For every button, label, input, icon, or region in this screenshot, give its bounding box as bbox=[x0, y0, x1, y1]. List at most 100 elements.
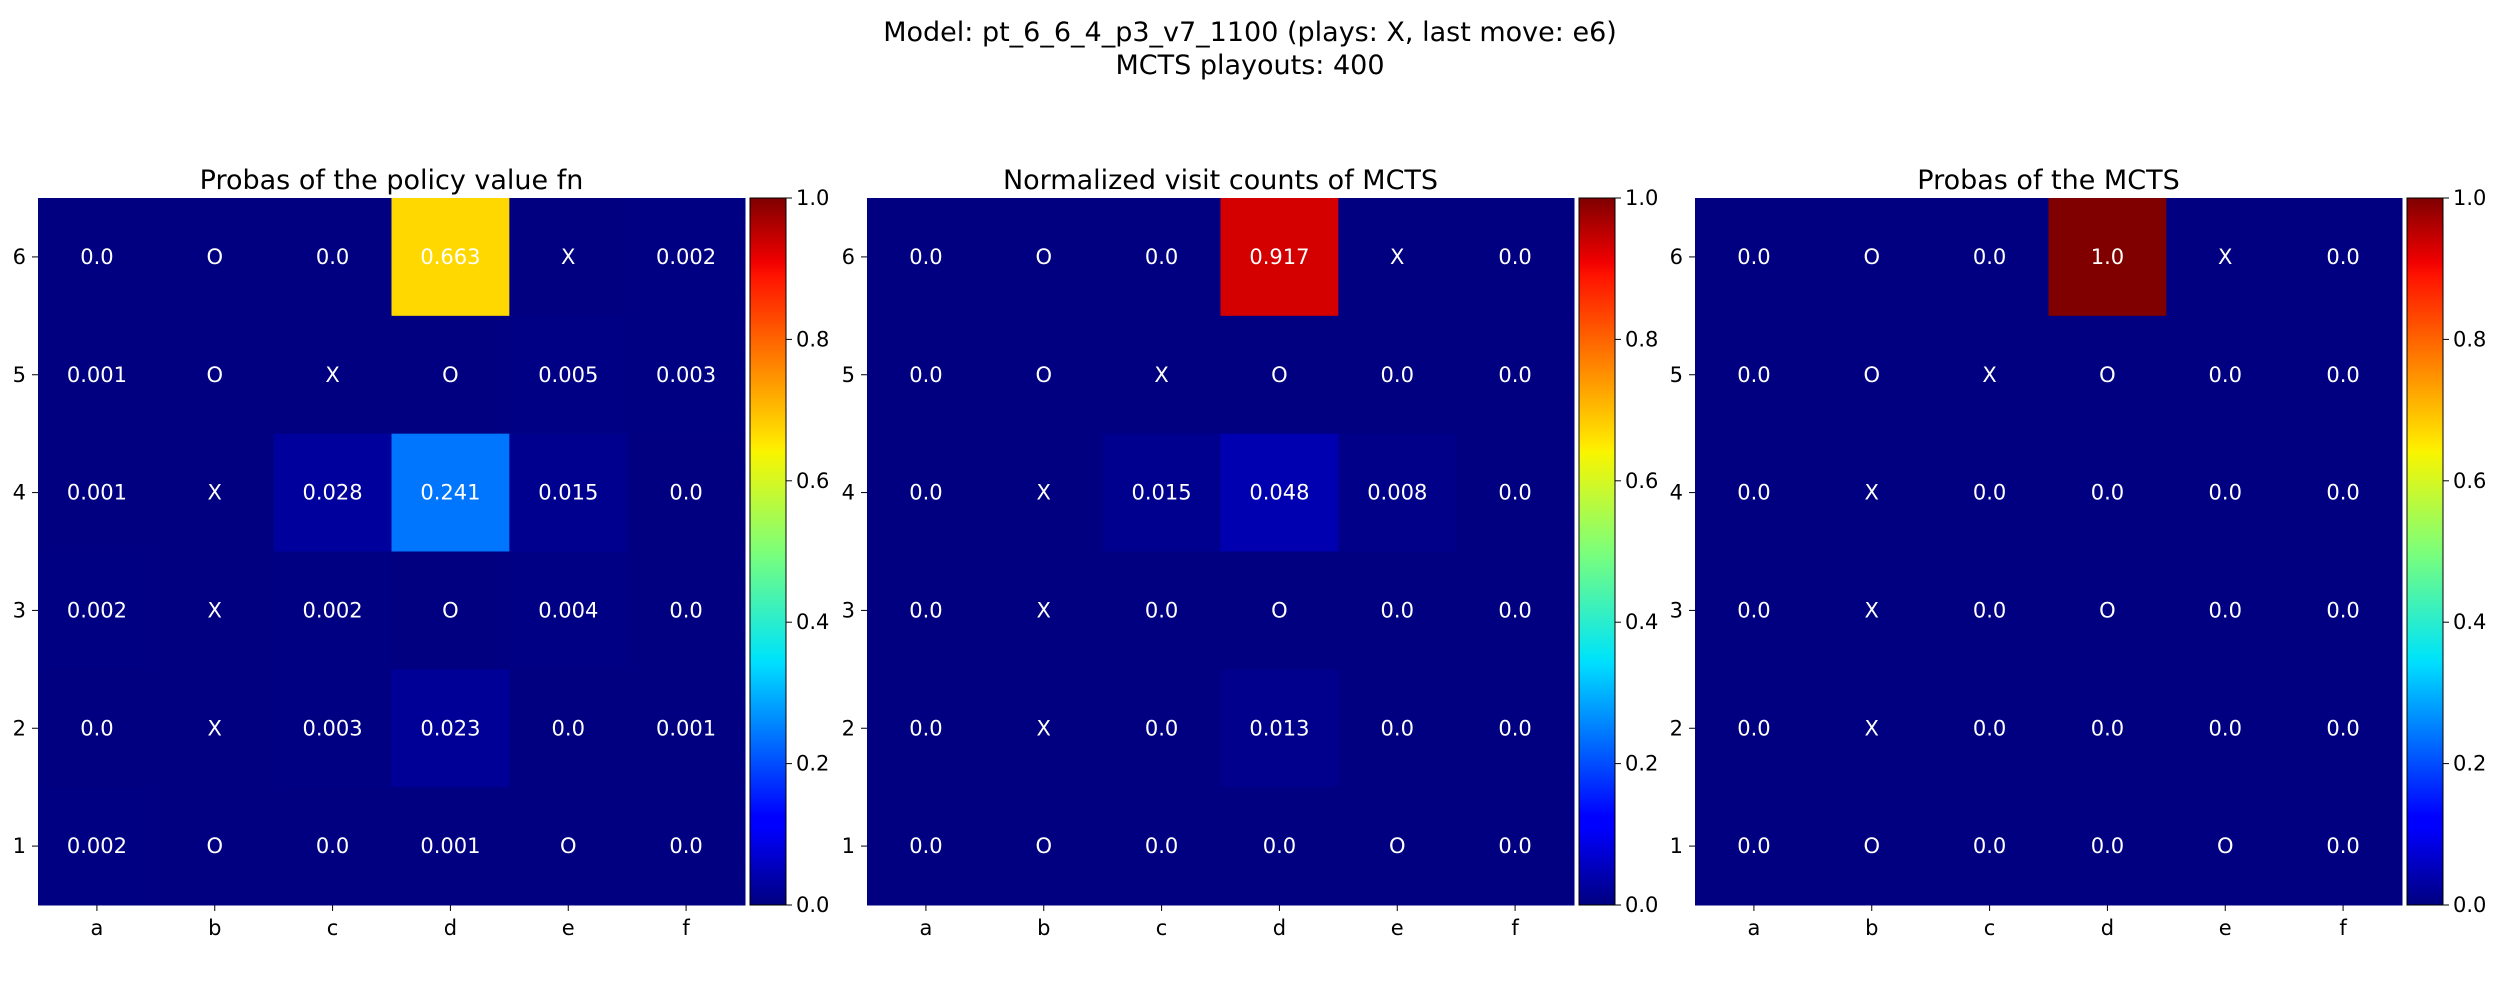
cell-value-label: X bbox=[1865, 598, 1879, 622]
cell-value-label: X bbox=[561, 245, 575, 269]
heatmap-cell bbox=[1812, 198, 1932, 317]
heatmap-cell bbox=[155, 198, 275, 317]
cell-value-label: 0.0 bbox=[1145, 716, 1178, 740]
heatmap-cell bbox=[867, 669, 986, 788]
heatmap-cell bbox=[2284, 315, 2403, 435]
cell-value-label: 0.0 bbox=[1381, 363, 1414, 387]
cell-value-label: O bbox=[206, 245, 223, 269]
x-tick-label: e bbox=[2219, 916, 2232, 940]
colorbar-tick-label: 0.4 bbox=[2453, 610, 2486, 634]
heatmap-cell bbox=[2048, 315, 2167, 435]
heatmap-cell bbox=[509, 787, 628, 906]
cell-value-label: X bbox=[208, 716, 222, 740]
heatmap-cell bbox=[391, 315, 510, 435]
heatmap-cell bbox=[1812, 433, 1932, 552]
heatmap-cell bbox=[38, 433, 157, 552]
heatmap-cell bbox=[38, 198, 157, 317]
heatmap-cell bbox=[273, 787, 392, 906]
cell-value-label: O bbox=[442, 363, 459, 387]
panel-title: Probas of the MCTS bbox=[1917, 165, 2179, 196]
heatmap-cell bbox=[1338, 551, 1457, 670]
heatmap-cell bbox=[1695, 669, 1814, 788]
y-tick-label: 3 bbox=[1670, 598, 1683, 622]
heatmap-cell bbox=[1102, 551, 1221, 670]
cell-value-label: 0.0 bbox=[2326, 245, 2359, 269]
heatmap-cell bbox=[2166, 551, 2285, 670]
heatmap-cell bbox=[1456, 198, 1575, 317]
cell-value-label: 0.0 bbox=[909, 716, 942, 740]
cell-value-label: O bbox=[1271, 598, 1288, 622]
heatmap-cell bbox=[1220, 669, 1339, 788]
heatmap-cell bbox=[155, 315, 275, 435]
cell-value-label: X bbox=[1037, 598, 1051, 622]
cell-value-label: 0.048 bbox=[1249, 481, 1309, 505]
x-tick-label: c bbox=[1156, 916, 1168, 940]
cell-value-label: 0.0 bbox=[2326, 716, 2359, 740]
cell-value-label: 0.0 bbox=[909, 598, 942, 622]
heatmap-cell bbox=[1456, 787, 1575, 906]
x-tick-label: c bbox=[327, 916, 339, 940]
cell-value-label: 0.003 bbox=[656, 363, 716, 387]
cell-value-label: 0.0 bbox=[1498, 245, 1531, 269]
heatmap-cell bbox=[1930, 669, 2049, 788]
heatmap-cell bbox=[2166, 669, 2285, 788]
x-tick-label: a bbox=[919, 916, 932, 940]
panel-title: Normalized visit counts of MCTS bbox=[1003, 165, 1438, 196]
heatmap-cell bbox=[273, 198, 392, 317]
cell-value-label: 0.0 bbox=[1973, 598, 2006, 622]
heatmap-cell bbox=[2166, 198, 2285, 317]
heatmap-cell bbox=[1220, 198, 1339, 317]
x-tick-label: d bbox=[444, 916, 457, 940]
y-tick-label: 1 bbox=[842, 834, 855, 858]
x-tick-label: d bbox=[1273, 916, 1286, 940]
cell-value-label: X bbox=[1390, 245, 1404, 269]
cell-value-label: 0.0 bbox=[1145, 245, 1178, 269]
cell-value-label: 0.013 bbox=[1249, 716, 1309, 740]
cell-value-label: O bbox=[206, 834, 223, 858]
cell-value-label: O bbox=[1035, 834, 1052, 858]
heatmap-cell bbox=[1930, 198, 2049, 317]
cell-value-label: 0.0 bbox=[1737, 716, 1770, 740]
cell-value-label: 0.0 bbox=[316, 834, 349, 858]
heatmap-cell bbox=[2166, 433, 2285, 552]
heatmap-cell bbox=[1456, 433, 1575, 552]
heatmap-cell bbox=[273, 551, 392, 670]
cell-value-label: 0.005 bbox=[538, 363, 598, 387]
cell-value-label: 0.0 bbox=[1498, 481, 1531, 505]
heatmap-cell bbox=[391, 198, 510, 317]
cell-value-label: 0.001 bbox=[420, 834, 480, 858]
cell-value-label: 0.0 bbox=[1973, 481, 2006, 505]
heatmap-cell bbox=[2284, 669, 2403, 788]
heatmap-cell bbox=[509, 198, 628, 317]
heatmap-cell bbox=[984, 551, 1104, 670]
cell-value-label: 0.0 bbox=[2209, 598, 2242, 622]
cell-value-label: 0.0 bbox=[2091, 481, 2124, 505]
cell-value-label: 0.002 bbox=[67, 598, 127, 622]
heatmap-cell bbox=[1102, 787, 1221, 906]
colorbar-tick-label: 1.0 bbox=[2453, 186, 2486, 210]
cell-value-label: 0.0 bbox=[1973, 834, 2006, 858]
cell-value-label: 0.0 bbox=[1737, 245, 1770, 269]
heatmap-cell bbox=[627, 669, 746, 788]
cell-value-label: O bbox=[1389, 834, 1406, 858]
colorbar-tick-label: 0.0 bbox=[1625, 893, 1658, 917]
heatmap-cell bbox=[1695, 198, 1814, 317]
y-tick-label: 6 bbox=[13, 245, 26, 269]
cell-value-label: X bbox=[1037, 481, 1051, 505]
cell-value-label: X bbox=[325, 363, 339, 387]
heatmap-cell bbox=[391, 669, 510, 788]
cell-value-label: O bbox=[2099, 598, 2116, 622]
colorbar-tick-label: 0.8 bbox=[796, 327, 829, 351]
heatmap-cell bbox=[1220, 787, 1339, 906]
heatmap-cell bbox=[1220, 315, 1339, 435]
figure-title-line1: Model: pt_6_6_4_p3_v7_1100 (plays: X, la… bbox=[883, 17, 1617, 48]
heatmap-cell bbox=[1695, 433, 1814, 552]
heatmap-cell bbox=[627, 198, 746, 317]
cell-value-label: 0.0 bbox=[1498, 363, 1531, 387]
y-tick-label: 3 bbox=[842, 598, 855, 622]
heatmap-cell bbox=[1930, 433, 2049, 552]
heatmap-cell bbox=[1338, 198, 1457, 317]
y-tick-label: 4 bbox=[1670, 481, 1683, 505]
heatmap-cell bbox=[38, 551, 157, 670]
